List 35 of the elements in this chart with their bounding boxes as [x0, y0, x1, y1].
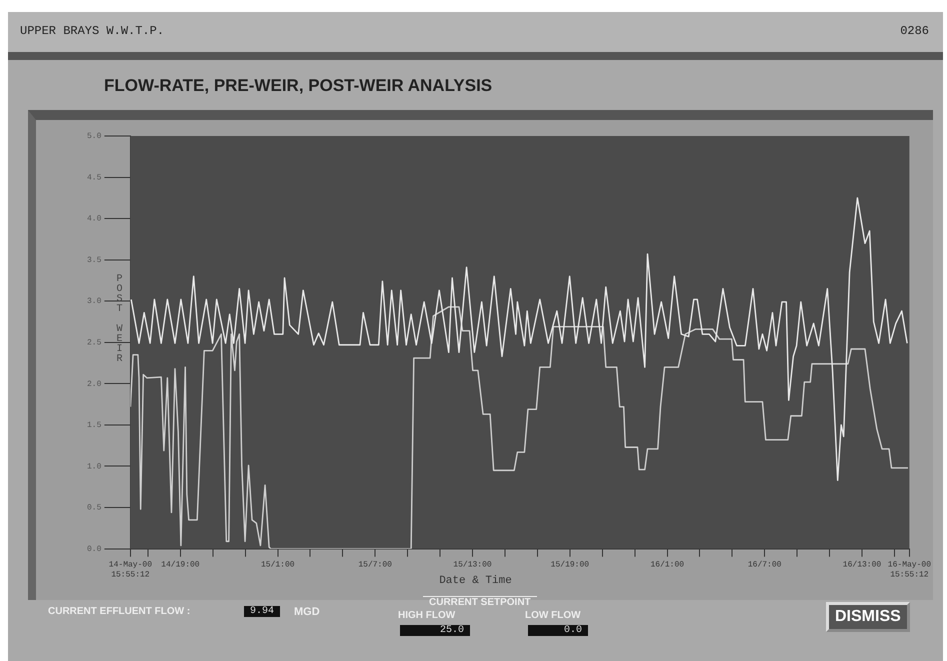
x-tick-label: 16/1:00: [650, 560, 684, 570]
y-tick-label: 1.0: [86, 462, 102, 472]
text: 25.0: [400, 625, 470, 636]
y-tick-label: 1.5: [86, 421, 102, 430]
x-axis-title: Date & Time: [439, 575, 512, 587]
text: 0.0: [528, 625, 588, 636]
y-tick-label: 5.0: [86, 132, 102, 142]
y-tick-label: 2.5: [86, 338, 102, 348]
y-axis-title: POST WEIR: [114, 274, 125, 364]
y-tick-label: 4.5: [86, 173, 102, 182]
text: MGD: [294, 606, 320, 618]
x-tick-label: 16/13:00: [842, 560, 882, 570]
y-tick-label: 4.0: [86, 214, 102, 224]
text: 9.94: [244, 606, 280, 617]
x-tick-label: 16/7:00: [748, 560, 782, 570]
y-tick-label: 3.5: [86, 256, 102, 265]
text: UPPER BRAYS W.W.T.P.: [20, 24, 164, 38]
text: DISMISS: [826, 602, 910, 632]
chart-title: FLOW-RATE, PRE-WEIR, POST-WEIR ANALYSIS: [104, 76, 492, 96]
x-tick-label: 15/1:00: [260, 560, 295, 570]
text: 0286: [900, 24, 929, 38]
y-tick-label: 3.0: [86, 297, 102, 306]
y-tick-label: 2.0: [86, 380, 102, 389]
x-tick-label: 16-May-00 15:55:12: [888, 560, 932, 580]
x-tick-label: 15/7:00: [358, 560, 392, 570]
x-tick-label: 14/19:00: [161, 560, 200, 570]
y-tick-label: 0.0: [86, 544, 102, 554]
text: HIGH FLOW: [398, 610, 456, 621]
x-tick-label: 14-May-00 15:55:12: [108, 560, 152, 580]
text: CURRENT EFFLUENT FLOW :: [48, 606, 190, 617]
x-tick-label: 15/13:00: [453, 560, 492, 570]
text: CURRENT SETPOINT: [423, 596, 537, 608]
y-tick-label: 0.5: [86, 504, 102, 513]
text: LOW FLOW: [525, 610, 581, 621]
x-tick-label: 15/19:00: [550, 560, 590, 570]
